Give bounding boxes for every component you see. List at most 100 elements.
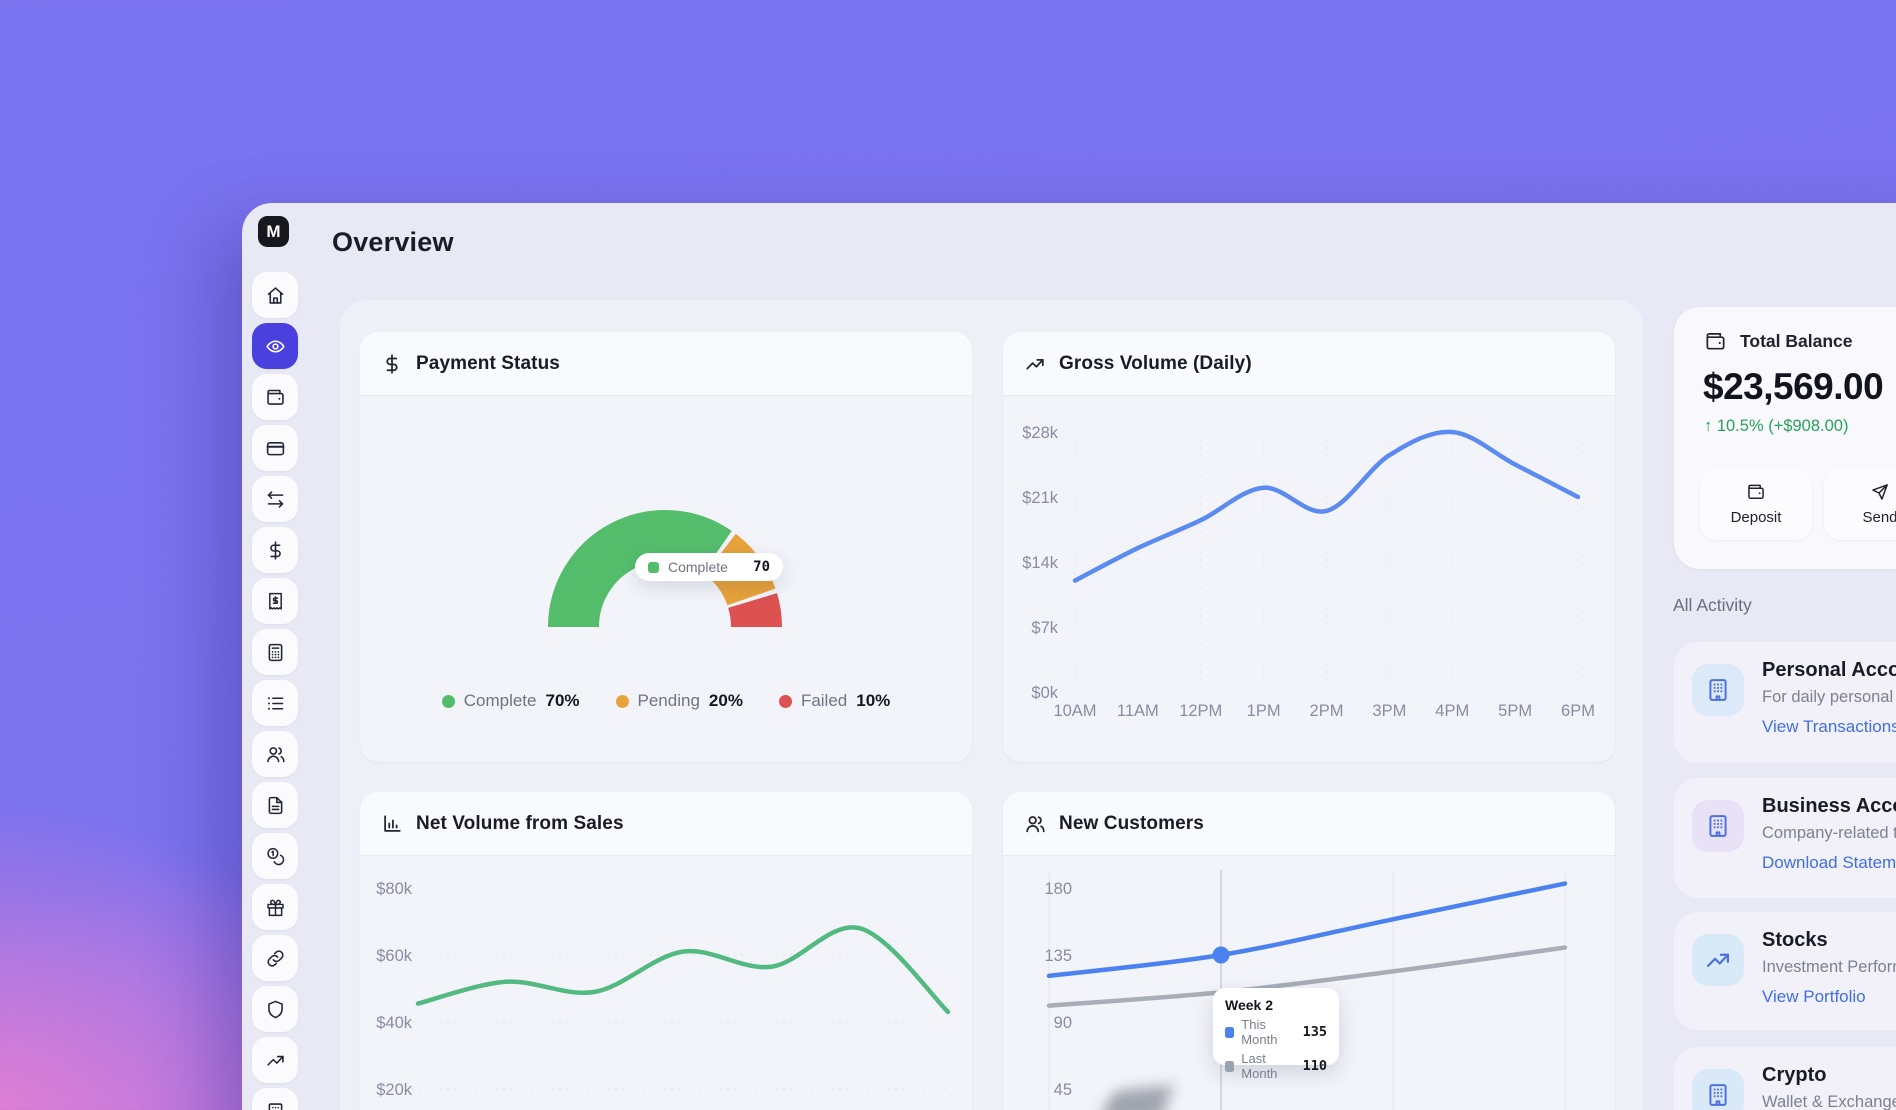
credit-card-icon xyxy=(266,441,284,455)
view-transactions-link[interactable]: View Transactions xyxy=(1762,717,1896,736)
arrows-left-right-icon xyxy=(267,490,283,508)
sidebar-item-wallet[interactable] xyxy=(252,374,298,420)
bar-chart-icon xyxy=(384,814,401,832)
card-title: Payment Status xyxy=(416,352,560,374)
gross-volume-header: Gross Volume (Daily) xyxy=(1003,332,1615,396)
net-volume-card: Net Volume from Sales $80k $60k $40k $20k xyxy=(360,792,972,1110)
tooltip-label: Last Month xyxy=(1241,1051,1278,1081)
download-statements-link[interactable]: Download Statements xyxy=(1762,853,1896,872)
sidebar xyxy=(252,272,298,1110)
sidebar-item-customers[interactable] xyxy=(252,731,298,777)
activity-item-crypto[interactable]: Crypto Wallet & Exchange xyxy=(1674,1047,1896,1110)
send-button[interactable]: Send xyxy=(1824,468,1896,540)
svg-text:5PM: 5PM xyxy=(1498,702,1532,720)
balance-change: ↑ 10.5% (+$908.00) xyxy=(1704,417,1849,435)
dollar-sign-icon xyxy=(386,353,398,374)
svg-text:10AM: 10AM xyxy=(1053,702,1096,720)
total-balance-label: Total Balance xyxy=(1740,331,1853,351)
sidebar-item-invoices[interactable] xyxy=(252,578,298,624)
sidebar-item-transactions[interactable] xyxy=(252,680,298,726)
building-icon xyxy=(1692,1069,1744,1110)
tooltip-swatch xyxy=(1225,1026,1235,1038)
legend-dot xyxy=(441,694,455,708)
sidebar-item-transfers[interactable] xyxy=(252,476,298,522)
sidebar-item-calculator[interactable] xyxy=(252,629,298,675)
gauge-legend: Complete 70% Pending 20% Failed 10% xyxy=(360,688,972,714)
activity-subtitle: For daily personal spending xyxy=(1762,688,1896,706)
new-customers-line-chart[interactable]: 180 135 90 45 xyxy=(1003,856,1615,1110)
home-icon xyxy=(267,286,283,304)
tooltip-row-this-month: This Month 135 xyxy=(1225,1017,1327,1047)
sidebar-item-bank[interactable] xyxy=(252,1088,298,1110)
activity-subtitle: Wallet & Exchange xyxy=(1762,1093,1896,1110)
coins-icon xyxy=(266,847,284,865)
total-balance-header: Total Balance xyxy=(1704,330,1853,353)
legend-dot xyxy=(615,694,629,708)
main-content: Payment Status Complete 70 Complete 70% xyxy=(340,300,1643,1110)
week-tooltip: Week 2 This Month 135 Last Month 110 xyxy=(1213,988,1339,1081)
card-title: Net Volume from Sales xyxy=(416,812,624,834)
tooltip-value: 135 xyxy=(1302,1024,1327,1040)
wallet-icon xyxy=(1706,332,1725,350)
wallet-icon xyxy=(266,389,284,405)
net-volume-line-chart[interactable]: $80k $60k $40k $20k xyxy=(360,856,972,1110)
balance-actions: Deposit Send xyxy=(1700,468,1896,540)
sidebar-item-integrations[interactable] xyxy=(252,935,298,981)
svg-text:4PM: 4PM xyxy=(1435,702,1469,720)
tooltip-label: This Month xyxy=(1241,1017,1278,1047)
sidebar-item-payments[interactable] xyxy=(252,527,298,573)
legend-item-pending: Pending 20% xyxy=(615,691,743,711)
svg-text:3PM: 3PM xyxy=(1372,702,1406,720)
svg-text:$80k: $80k xyxy=(376,880,413,898)
tooltip-row-last-month: Last Month 110 xyxy=(1225,1051,1327,1081)
sidebar-item-documents[interactable] xyxy=(252,782,298,828)
all-activity-heading: All Activity xyxy=(1673,595,1752,615)
building-icon xyxy=(268,1102,282,1110)
page-title: Overview xyxy=(332,227,454,257)
tooltip-title: Week 2 xyxy=(1225,997,1273,1013)
activity-subtitle: Investment Performance xyxy=(1762,958,1896,976)
activity-item-business-account[interactable]: Business Account Company-related transac… xyxy=(1674,778,1896,898)
legend-value: 10% xyxy=(856,691,891,710)
shield-icon xyxy=(267,1000,283,1018)
activity-title: Crypto xyxy=(1762,1064,1827,1086)
deposit-label: Deposit xyxy=(1730,509,1782,526)
legend-value: 20% xyxy=(708,691,743,710)
link-icon xyxy=(266,949,284,967)
send-icon xyxy=(1872,484,1888,500)
tooltip-label: Complete xyxy=(668,559,728,575)
sidebar-item-coins[interactable] xyxy=(252,833,298,879)
sidebar-item-rewards[interactable] xyxy=(252,884,298,930)
app-logo[interactable]: M xyxy=(258,216,289,247)
card-title: Gross Volume (Daily) xyxy=(1059,352,1252,374)
sidebar-item-home[interactable] xyxy=(252,272,298,318)
new-customers-body: 180 135 90 45 Week 2 This Month 135 Last Mo… xyxy=(1003,856,1615,1110)
sidebar-item-overview[interactable] xyxy=(252,323,298,369)
net-volume-body: $80k $60k $40k $20k xyxy=(360,856,972,1110)
tooltip-swatch xyxy=(648,561,659,573)
sidebar-item-analytics[interactable] xyxy=(252,1037,298,1083)
svg-text:11AM: 11AM xyxy=(1117,702,1159,720)
new-customers-card: New Customers 180 135 90 45 Week 2 This Mon… xyxy=(1003,792,1615,1110)
activity-item-stocks[interactable]: Stocks Investment Performance View Portf… xyxy=(1674,912,1896,1030)
calculator-icon xyxy=(268,643,282,661)
activity-title: Business Account xyxy=(1762,795,1896,817)
users-icon xyxy=(266,746,285,762)
legend-value: 70% xyxy=(545,691,580,710)
payment-status-body: Complete 70 Complete 70% Pending 20% xyxy=(360,396,972,762)
deposit-button[interactable]: Deposit xyxy=(1700,468,1812,540)
tooltip-value: 70 xyxy=(753,559,770,575)
activity-title: Stocks xyxy=(1762,929,1828,951)
activity-item-personal-account[interactable]: Personal Account For daily personal spen… xyxy=(1674,642,1896,763)
app-window: M Overview xyxy=(242,203,1896,1110)
sidebar-item-security[interactable] xyxy=(252,986,298,1032)
tooltip-swatch xyxy=(1225,1060,1235,1072)
sidebar-item-cards[interactable] xyxy=(252,425,298,471)
total-balance-card: Total Balance $23,569.00 ↑ 10.5% (+$908.… xyxy=(1674,307,1896,569)
view-portfolio-link[interactable]: View Portfolio xyxy=(1762,987,1866,1006)
legend-label: Pending xyxy=(637,691,700,710)
legend-item-complete: Complete 70% xyxy=(441,691,580,711)
svg-text:12PM: 12PM xyxy=(1179,702,1222,720)
